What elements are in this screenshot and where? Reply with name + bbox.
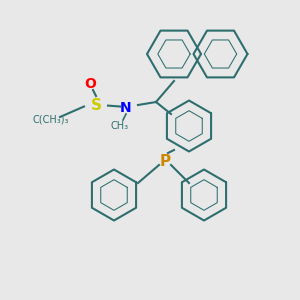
- Text: CH₃: CH₃: [111, 121, 129, 131]
- Text: S: S: [91, 98, 101, 112]
- Text: N: N: [120, 101, 132, 115]
- Text: C(CH₃)₃: C(CH₃)₃: [33, 115, 69, 125]
- Text: O: O: [84, 77, 96, 91]
- Text: P: P: [159, 154, 171, 169]
